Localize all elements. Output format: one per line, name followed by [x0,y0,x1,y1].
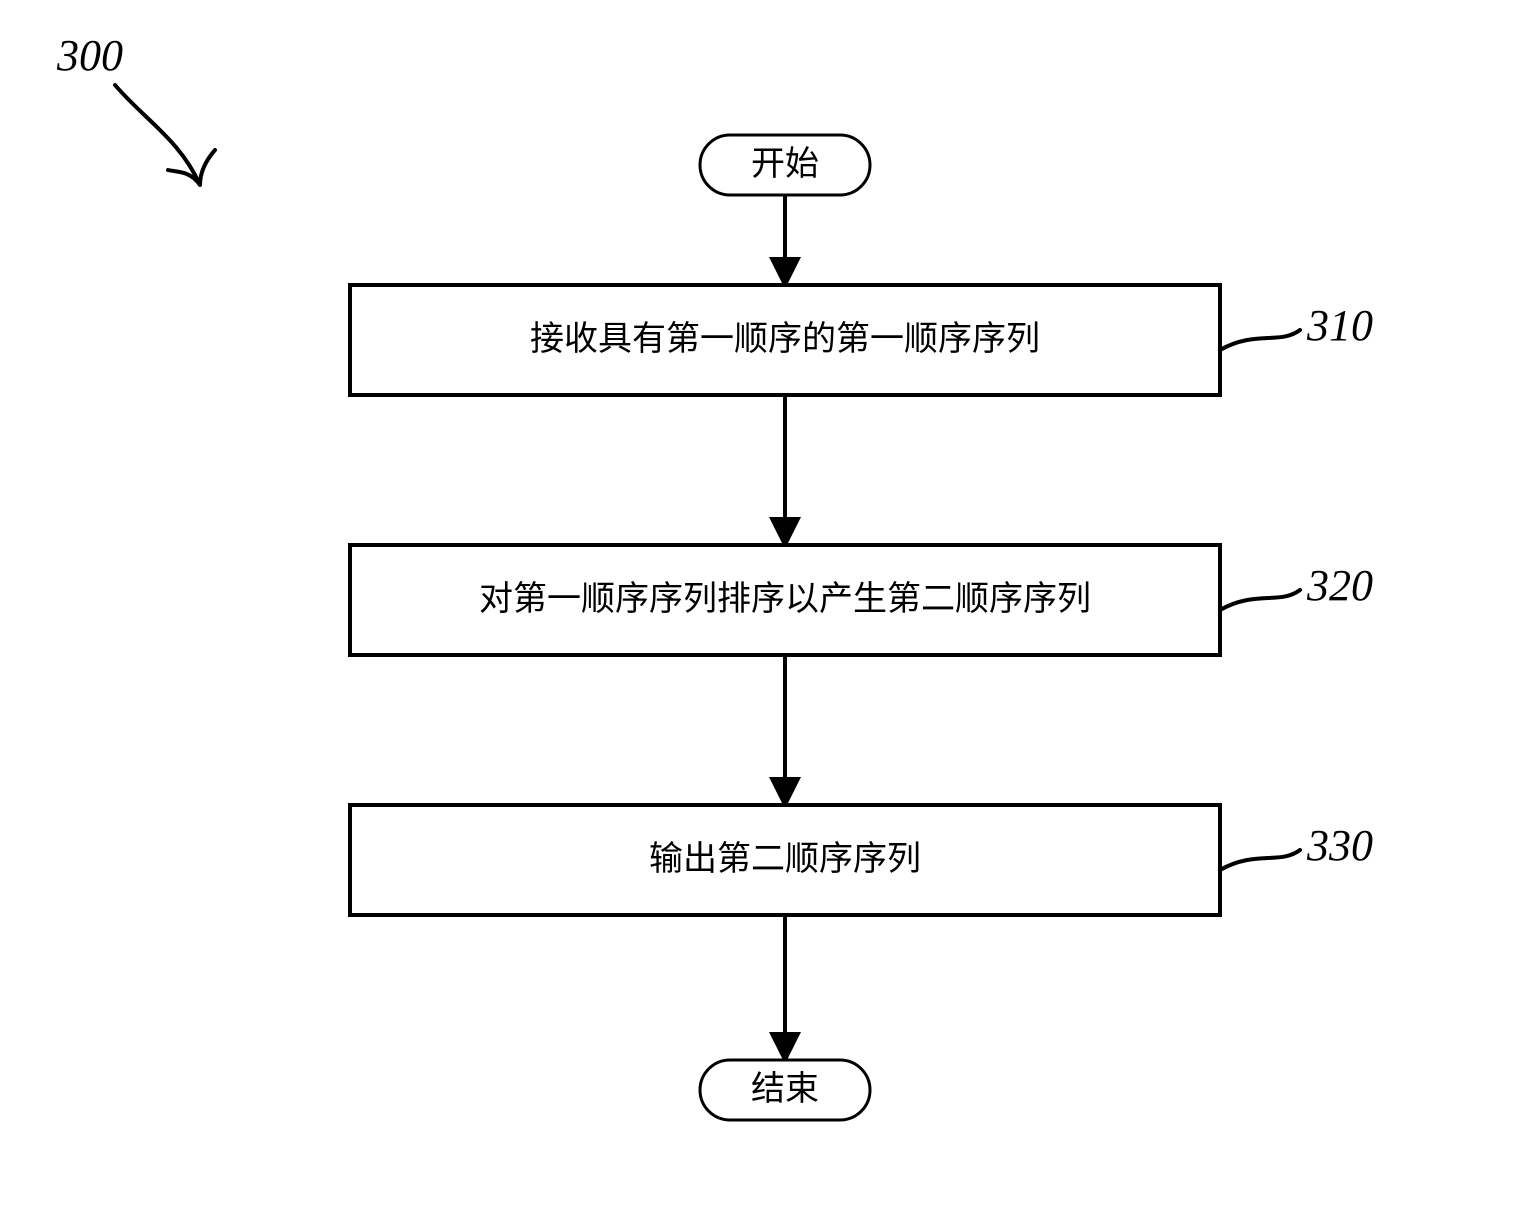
flow-node-start: 开始 [700,135,870,195]
flowchart-canvas: 开始接收具有第一顺序的第一顺序序列对第一顺序序列排序以产生第二顺序序列输出第二顺… [0,0,1519,1223]
node-label: 对第一顺序序列排序以产生第二顺序序列 [479,580,1091,618]
leader-line [1220,590,1300,610]
reference-number: 320 [1306,561,1373,610]
figure-reference-arrow [115,85,215,185]
flow-node-end: 结束 [700,1060,870,1120]
reference-number: 310 [1306,301,1373,350]
leader-line [1220,330,1300,350]
flow-node-s310: 接收具有第一顺序的第一顺序序列 [350,285,1220,395]
reference-leader-310: 310 [1220,301,1373,350]
figure-reference-label: 300 [56,31,123,80]
node-label: 开始 [751,145,819,183]
reference-number: 330 [1306,821,1373,870]
node-label: 接收具有第一顺序的第一顺序序列 [530,320,1040,358]
reference-leader-330: 330 [1220,821,1373,870]
node-label: 输出第二顺序序列 [649,840,921,878]
leader-line [1220,850,1300,870]
flow-node-s320: 对第一顺序序列排序以产生第二顺序序列 [350,545,1220,655]
figure-reference: 300 [56,31,215,185]
flow-node-s330: 输出第二顺序序列 [350,805,1220,915]
node-label: 结束 [751,1070,819,1108]
reference-leader-320: 320 [1220,561,1373,610]
